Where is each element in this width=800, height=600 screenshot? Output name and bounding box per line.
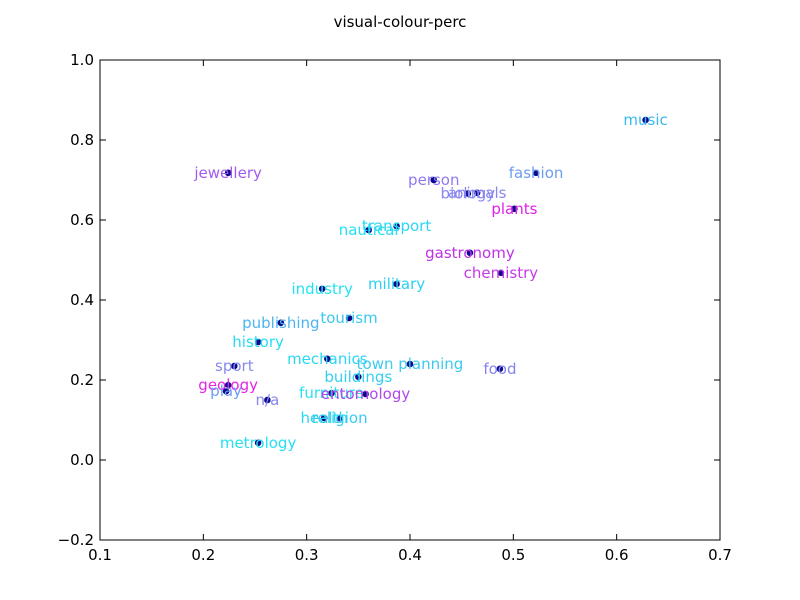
scatter-point (254, 338, 262, 346)
point-label: animals (448, 184, 507, 202)
point-label: history (232, 333, 284, 351)
point-label: geology (198, 376, 258, 394)
axes-layer: 0.1 0.2 0.3 0.4 0.5 0.6 0.7 −0.2 0.0 0.2 0.4 0.6 0.8… (58, 51, 732, 564)
point-label: music (623, 111, 667, 129)
point-label: biology (441, 185, 496, 203)
scatter-point (463, 189, 472, 198)
y-tick-label: −0.2 (58, 531, 94, 549)
point-label: industry (291, 280, 353, 298)
scatter-point (392, 222, 401, 230)
point-label: mechanics (287, 350, 368, 368)
scatter-point (392, 280, 401, 288)
point-label: play (210, 382, 242, 400)
scatter-point (222, 387, 230, 396)
point-label: sport (215, 357, 254, 375)
point-label: tourism (320, 309, 377, 327)
scatter-point (320, 414, 329, 422)
chart-title: visual-colour-perc (334, 13, 467, 31)
point-label: person (408, 171, 459, 189)
x-tick-label: 0.6 (605, 546, 629, 564)
scatter-point (497, 268, 505, 277)
point-label: plants (491, 200, 537, 218)
point-label: metrology (220, 434, 297, 452)
scatter-point (345, 314, 353, 322)
y-tick-label: 0.2 (70, 371, 94, 389)
point-label: chemistry (464, 264, 539, 282)
scatter-point (473, 188, 482, 197)
scatter-point (327, 389, 336, 398)
point-label: fashion (509, 164, 564, 182)
y-tick-label: 0.8 (70, 131, 94, 149)
point-label: n/a (256, 391, 280, 409)
point-label: religion (312, 409, 368, 427)
x-tick-label: 0.5 (501, 546, 525, 564)
scatter-point (323, 354, 332, 363)
scatter-point (354, 372, 363, 381)
point-label: food (483, 360, 516, 378)
scatter-point (276, 318, 285, 327)
marks-layer: music fashion jewellery personanimalsbiolog… (193, 111, 667, 452)
scatter-point (364, 226, 373, 234)
x-tick-label: 0.3 (295, 546, 319, 564)
x-tick-label: 0.2 (191, 546, 215, 564)
scatter-point (466, 248, 474, 257)
point-label: publishing (242, 314, 319, 332)
y-tick-label: 0.6 (70, 211, 94, 229)
point-label: furniture (299, 384, 364, 402)
point-label: nautical (339, 221, 399, 239)
x-tick-label: 0.7 (708, 546, 732, 564)
point-label: gastronomy (425, 244, 515, 262)
scatter-point (318, 284, 327, 293)
x-tick-label: 0.4 (398, 546, 422, 564)
plot-frame (99, 59, 721, 541)
scatter-point (406, 360, 414, 368)
point-label: health (300, 409, 347, 427)
scatter-point (361, 390, 370, 398)
scatter-point (254, 438, 262, 447)
point-label: transport (362, 217, 431, 235)
scatter-point (510, 204, 519, 213)
point-label: jewellery (193, 164, 262, 182)
scatter-point (335, 414, 344, 422)
scatter-point (495, 364, 504, 373)
y-tick-label: 1.0 (70, 51, 94, 69)
point-label: entomology (321, 385, 410, 403)
point-label: military (368, 275, 425, 293)
scatter-point (429, 176, 438, 184)
scatter-point (230, 362, 239, 370)
scatter-point (263, 396, 272, 404)
y-tick-label: 0.0 (70, 451, 94, 469)
scatter-point (224, 168, 233, 177)
point-label: buildings (324, 368, 392, 386)
scatter-point (532, 168, 540, 177)
y-tick-label: 0.4 (70, 291, 94, 309)
x-tick-label: 0.1 (88, 546, 112, 564)
point-label: town planning (357, 355, 464, 373)
scatter-point (641, 116, 650, 124)
